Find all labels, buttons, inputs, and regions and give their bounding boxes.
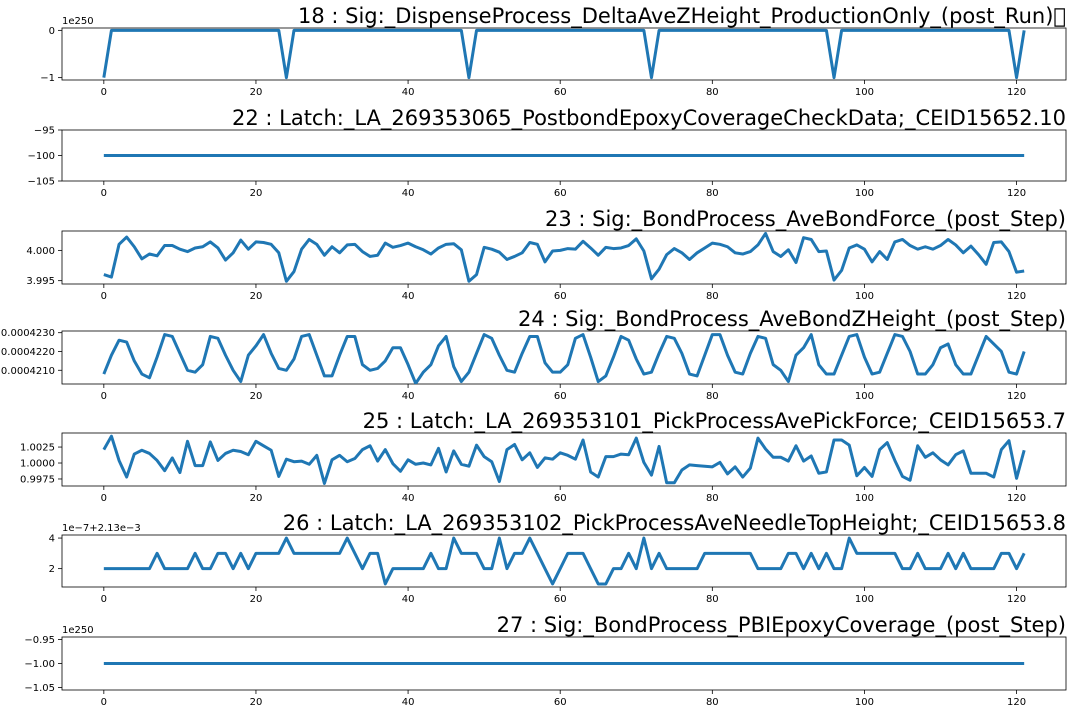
series-line [103, 536, 1026, 586]
y-tick-label: 2 [49, 564, 55, 575]
x-tick-label: 80 [706, 87, 719, 98]
y-tick-label: 3.995 [26, 276, 55, 287]
series-line [102, 28, 1026, 80]
chart-title: 25 : Latch:_LA_269353101_PickProcessAveP… [363, 409, 1066, 434]
subplot-2: 22 : Latch:_LA_269353065_PostbondEpoxyCo… [28, 106, 1067, 199]
x-tick-label: 0 [101, 697, 107, 708]
x-tick-label: 0 [101, 291, 107, 302]
x-tick-label: 60 [554, 291, 567, 302]
axes-frame [61, 534, 1067, 588]
y-tick-label: 0.9975 [20, 474, 55, 485]
x-tick-label: 80 [706, 291, 719, 302]
x-tick-label: 40 [402, 697, 415, 708]
x-tick-label: 100 [855, 391, 874, 402]
axes-frame [61, 27, 1067, 81]
x-tick-label: 120 [1007, 188, 1026, 199]
x-tick-label: 20 [250, 391, 263, 402]
x-tick-label: 100 [855, 188, 874, 199]
y-tick-label: −100 [28, 151, 55, 162]
x-tick-label: 20 [250, 291, 263, 302]
subplot-4: 24 : Sig:_BondProcess_AveBondZHeight_(po… [1, 307, 1067, 402]
x-tick-label: 20 [250, 594, 263, 605]
x-tick-label: 40 [402, 391, 415, 402]
x-tick-label: 0 [101, 87, 107, 98]
y-tick-label: 1.0025 [20, 443, 55, 454]
subplot-7: 27 : Sig:_BondProcess_PBIEpoxyCoverage_(… [24, 613, 1067, 708]
y-tick-label: −1 [40, 73, 55, 84]
y-tick-label: 4 [49, 534, 55, 545]
x-tick-label: 120 [1007, 697, 1026, 708]
x-tick-label: 120 [1007, 493, 1026, 504]
x-tick-label: 40 [402, 291, 415, 302]
x-tick-label: 100 [855, 87, 874, 98]
series-line [103, 231, 1025, 283]
subplot-3: 23 : Sig:_BondProcess_AveBondForce_(post… [26, 207, 1067, 302]
axes-frame [61, 330, 1067, 385]
chart-title: 24 : Sig:_BondProcess_AveBondZHeight_(po… [518, 307, 1066, 332]
x-tick-label: 20 [250, 87, 263, 98]
x-tick-label: 120 [1007, 291, 1026, 302]
axes-frame [61, 432, 1067, 487]
chart-title: 18 : Sig:_DispenseProcess_DeltaAveZHeigh… [298, 4, 1066, 29]
x-tick-label: 20 [250, 188, 263, 199]
y-tick-label: 1.0000 [20, 459, 55, 470]
x-tick-label: 60 [554, 697, 567, 708]
y-tick-label: −105 [28, 177, 55, 188]
x-tick-label: 100 [855, 697, 874, 708]
x-tick-label: 60 [554, 594, 567, 605]
x-tick-label: 40 [402, 188, 415, 199]
axes-frame [61, 230, 1067, 285]
x-tick-label: 100 [855, 594, 874, 605]
y-tick-label: 0.0004220 [1, 347, 55, 358]
x-tick-label: 60 [554, 391, 567, 402]
x-tick-label: 20 [250, 493, 263, 504]
x-tick-label: 0 [101, 188, 107, 199]
x-tick-label: 100 [855, 291, 874, 302]
y-tick-label: −1.00 [24, 659, 55, 670]
x-tick-label: 80 [706, 594, 719, 605]
x-tick-label: 120 [1007, 391, 1026, 402]
chart-title: 22 : Latch:_LA_269353065_PostbondEpoxyCo… [232, 106, 1066, 131]
subplot-5: 25 : Latch:_LA_269353101_PickProcessAveP… [20, 409, 1067, 504]
y-tick-label: −95 [34, 126, 55, 137]
y-tick-label: 0.0004230 [1, 328, 55, 339]
y-offset-label: 1e250 [62, 625, 94, 636]
x-tick-label: 100 [855, 493, 874, 504]
x-tick-label: 60 [554, 188, 567, 199]
x-tick-label: 40 [402, 594, 415, 605]
subplot-6: 26 : Latch:_LA_269353102_PickProcessAveN… [49, 511, 1067, 605]
y-offset-label: 1e−7+2.13e−3 [62, 523, 141, 534]
chart-title: 26 : Latch:_LA_269353102_PickProcessAveN… [283, 511, 1066, 536]
x-tick-label: 40 [402, 87, 415, 98]
x-tick-label: 120 [1007, 87, 1026, 98]
x-tick-label: 60 [554, 87, 567, 98]
y-tick-label: −0.95 [24, 635, 55, 646]
y-tick-label: 4.000 [26, 246, 55, 257]
x-tick-label: 120 [1007, 594, 1026, 605]
y-tick-label: 0.0004210 [1, 366, 55, 377]
x-tick-label: 80 [706, 697, 719, 708]
y-tick-label: 0 [49, 26, 55, 37]
x-tick-label: 0 [101, 594, 107, 605]
x-tick-label: 20 [250, 697, 263, 708]
series-line [102, 333, 1026, 384]
x-tick-label: 80 [706, 493, 719, 504]
y-offset-label: 1e250 [62, 16, 94, 27]
x-tick-label: 80 [706, 391, 719, 402]
chart-title: 23 : Sig:_BondProcess_AveBondForce_(post… [545, 207, 1066, 232]
x-tick-label: 80 [706, 188, 719, 199]
subplot-1: 18 : Sig:_DispenseProcess_DeltaAveZHeigh… [40, 4, 1067, 98]
series-line [102, 434, 1026, 485]
x-tick-label: 0 [101, 493, 107, 504]
x-tick-label: 60 [554, 493, 567, 504]
x-tick-label: 40 [402, 493, 415, 504]
chart-title: 27 : Sig:_BondProcess_PBIEpoxyCoverage_(… [497, 613, 1066, 638]
x-tick-label: 0 [101, 391, 107, 402]
y-tick-label: −1.05 [24, 683, 55, 694]
